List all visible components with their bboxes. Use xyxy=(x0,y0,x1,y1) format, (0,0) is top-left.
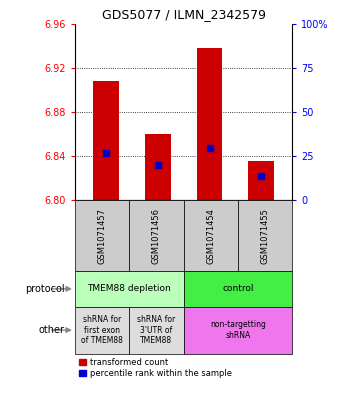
Bar xyxy=(75,200,129,271)
Legend: transformed count, percentile rank within the sample: transformed count, percentile rank withi… xyxy=(79,358,232,378)
Bar xyxy=(238,200,292,271)
Bar xyxy=(248,161,274,200)
Text: GSM1071454: GSM1071454 xyxy=(206,208,215,264)
Text: TMEM88 depletion: TMEM88 depletion xyxy=(87,285,171,293)
Text: GSM1071455: GSM1071455 xyxy=(261,208,270,264)
Text: shRNA for
first exon
of TMEM88: shRNA for first exon of TMEM88 xyxy=(81,315,123,345)
Text: GSM1071456: GSM1071456 xyxy=(152,208,161,264)
Bar xyxy=(93,81,119,200)
Bar xyxy=(75,307,129,354)
Bar xyxy=(184,271,292,307)
Bar xyxy=(129,307,184,354)
Text: protocol: protocol xyxy=(25,284,65,294)
Text: control: control xyxy=(222,285,254,293)
Text: other: other xyxy=(39,325,65,335)
Bar xyxy=(184,200,238,271)
Bar xyxy=(184,307,292,354)
Text: shRNA for
3'UTR of
TMEM88: shRNA for 3'UTR of TMEM88 xyxy=(137,315,175,345)
Bar xyxy=(197,48,222,200)
Text: non-targetting
shRNA: non-targetting shRNA xyxy=(210,320,266,340)
Title: GDS5077 / ILMN_2342579: GDS5077 / ILMN_2342579 xyxy=(102,8,266,21)
Bar xyxy=(75,271,184,307)
Text: GSM1071457: GSM1071457 xyxy=(98,208,106,264)
Bar xyxy=(129,200,184,271)
Bar xyxy=(145,134,171,200)
